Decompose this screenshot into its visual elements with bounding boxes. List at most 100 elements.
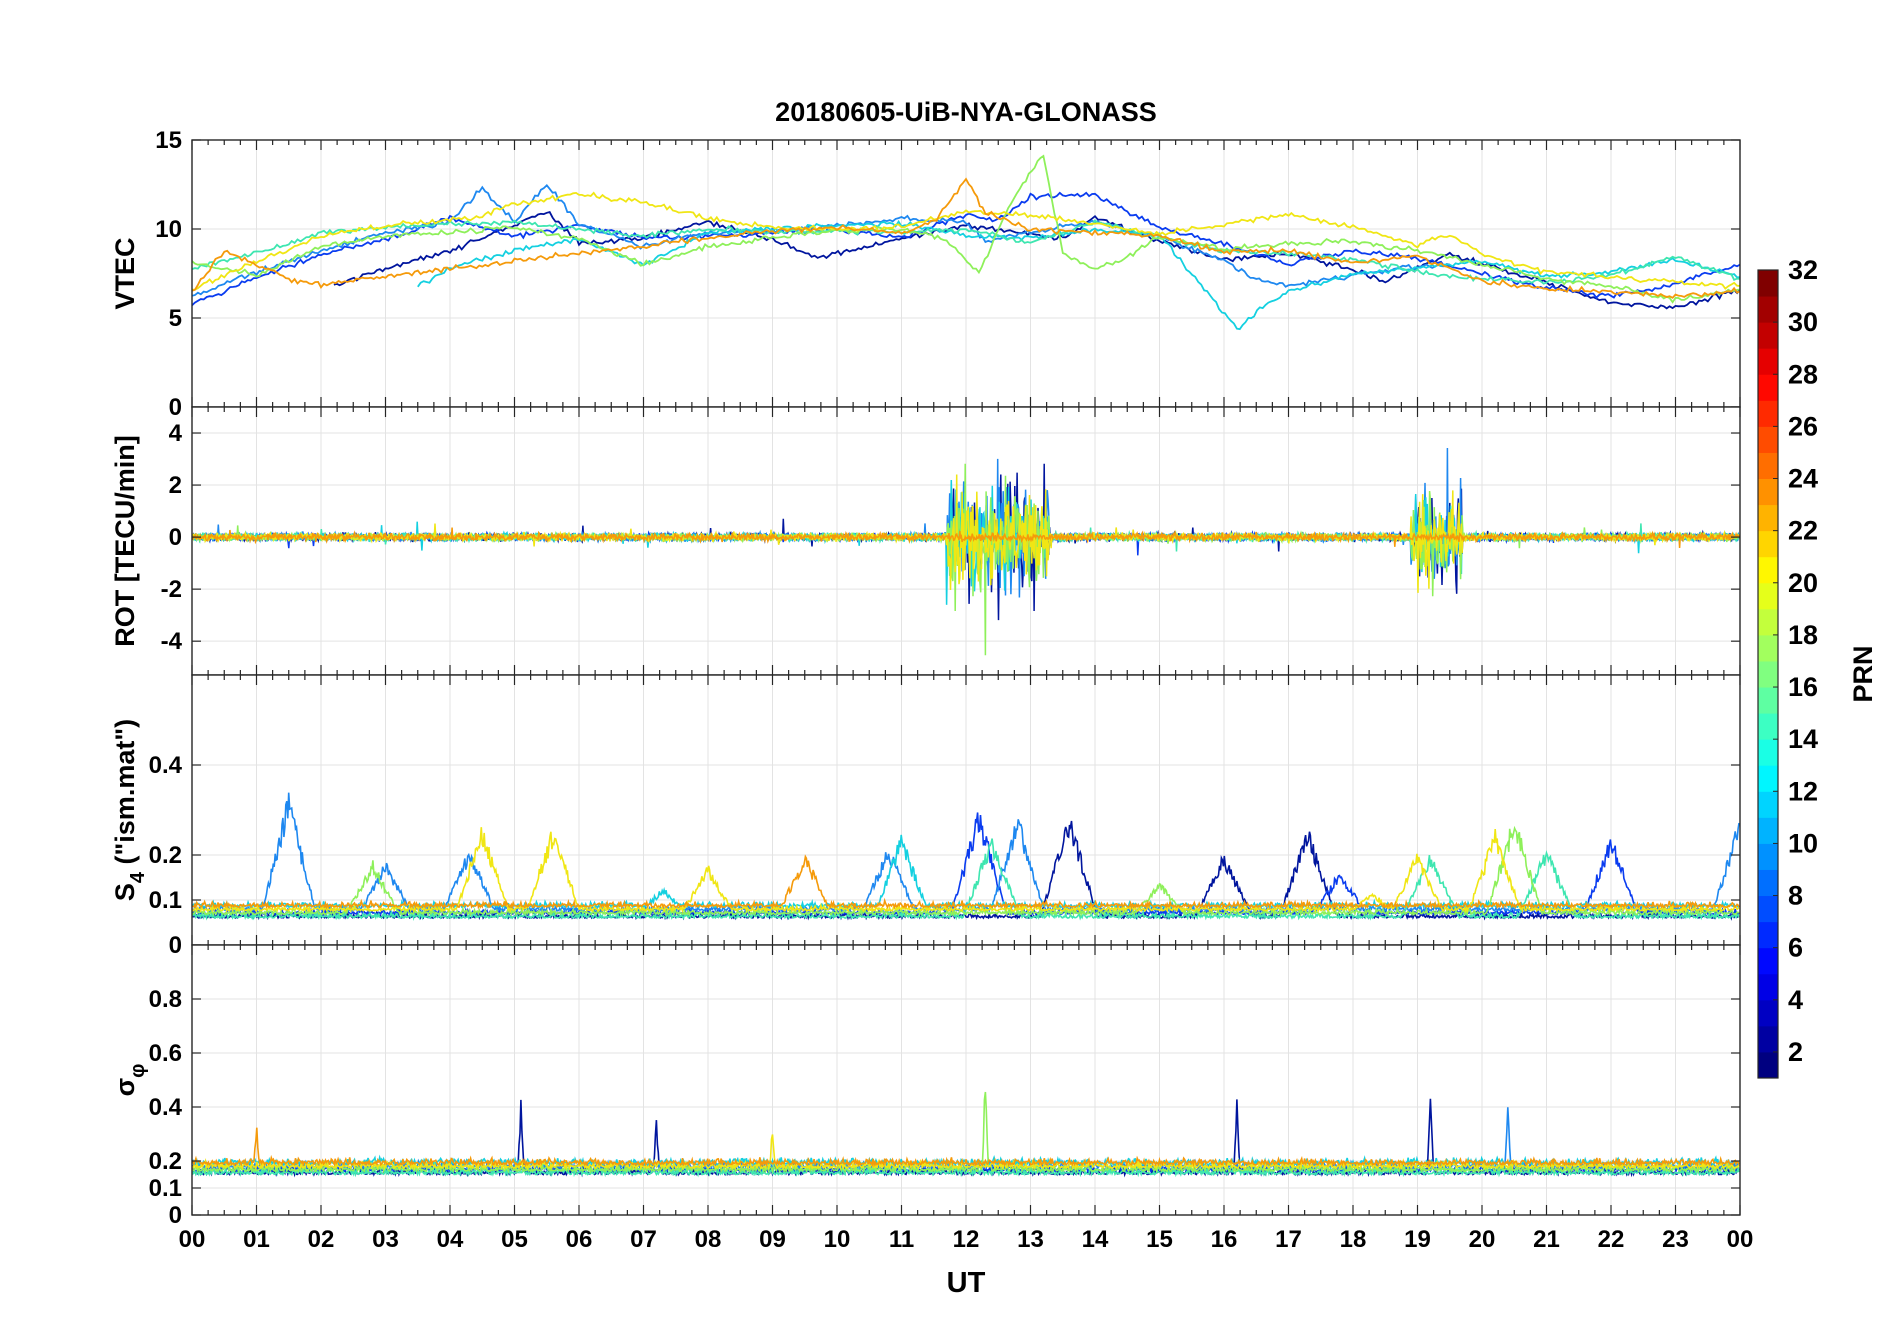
- x-tick-label: 03: [372, 1226, 399, 1253]
- s4-trace: [192, 854, 1740, 911]
- x-tick-label: 12: [953, 1226, 980, 1253]
- x-tick-label: 04: [437, 1226, 464, 1253]
- colorbar-segment: [1758, 999, 1778, 1027]
- colorbar-segment: [1758, 556, 1778, 584]
- colorbar-segment: [1758, 322, 1778, 349]
- rot-trace: [192, 474, 1740, 593]
- colorbar-segment: [1758, 374, 1778, 401]
- colorbar-tick-label: 28: [1788, 359, 1818, 389]
- colorbar-segment: [1758, 634, 1778, 662]
- series-sigma_phi: [192, 1091, 1740, 1178]
- vtec-line-prn-20: [192, 191, 1740, 291]
- y-tick-label-vtec: 5: [169, 305, 182, 332]
- x-ticks-rot: [191, 407, 1741, 675]
- series-s4: [192, 792, 1740, 921]
- colorbar-segment: [1758, 895, 1778, 923]
- y-tick-label-sigma_phi: 0.1: [149, 1175, 182, 1202]
- colorbar-segment: [1758, 843, 1778, 870]
- x-tick-labels: 00 01 02 03 04 05 06 07 08 09 10 11 12 13 14 15 16 17 18 19…: [179, 1226, 1754, 1253]
- x-tick-label: 06: [566, 1226, 593, 1253]
- colorbar-segment: [1758, 869, 1778, 897]
- colorbar-segment: [1758, 348, 1778, 375]
- colorbar-segment: [1758, 713, 1778, 740]
- x-tick-label: 19: [1404, 1226, 1431, 1253]
- panel-vtec: 0 5 10 15 VTEC: [110, 127, 1741, 421]
- x-tick-label: 07: [630, 1226, 657, 1253]
- colorbar-segment: [1758, 791, 1778, 818]
- y-axis-label-vtec: VTEC: [110, 237, 140, 309]
- x-tick-label: 08: [695, 1226, 722, 1253]
- x-ticks-s4: [191, 675, 1741, 945]
- vtec-line-prn-5: [192, 191, 1740, 307]
- y-tick-label-rot: 0: [169, 524, 182, 551]
- x-tick-label: 05: [501, 1226, 528, 1253]
- sigma_phi-trace: [192, 1134, 1740, 1172]
- colorbar-segment: [1758, 478, 1778, 506]
- x-tick-label: 16: [1211, 1226, 1238, 1253]
- colorbar-tick-label: 26: [1788, 411, 1818, 441]
- y-tick-label-sigma_phi: 0.6: [149, 1040, 182, 1067]
- x-tick-label: 00: [1727, 1226, 1754, 1253]
- y-tick-label-rot: 2: [169, 472, 182, 499]
- panel-s4: 00.10.20.4S4 ("ism.mat"): [110, 674, 1741, 959]
- x-tick-label: 09: [759, 1226, 786, 1253]
- sigma_phi-trace: [192, 1164, 1740, 1178]
- y-tick-label-vtec: 10: [155, 216, 182, 243]
- sigma_phi-trace: [192, 1127, 1740, 1168]
- colorbar-segment: [1758, 400, 1778, 427]
- colorbar-tick-label: 12: [1788, 776, 1818, 806]
- colorbar-segment: [1758, 270, 1778, 297]
- colorbar-tick-label: 14: [1788, 724, 1818, 754]
- y-tick-label-vtec: 0: [169, 394, 182, 421]
- colorbar-segment: [1758, 947, 1778, 975]
- y-axis-label-sigma_phi: σφ: [110, 1064, 149, 1097]
- colorbar-tick-label: 20: [1788, 568, 1818, 598]
- colorbar-tick-label: 22: [1788, 516, 1818, 546]
- x-tick-label: 15: [1146, 1226, 1173, 1253]
- y-tick-label-rot: -4: [161, 628, 183, 655]
- y-label-main: S: [110, 883, 140, 901]
- colorbar-tick-label: 30: [1788, 307, 1818, 337]
- y-tick-label-s4: 0.1: [149, 887, 182, 914]
- y-label-rest: ("ism.mat"): [110, 719, 140, 872]
- y-tick-label-sigma_phi: 0.8: [149, 986, 182, 1013]
- x-tick-label: 14: [1082, 1226, 1109, 1253]
- x-tick-label: 13: [1017, 1226, 1044, 1253]
- x-tick-label: 20: [1469, 1226, 1496, 1253]
- s4-trace: [192, 827, 1740, 914]
- colorbar-segment: [1758, 660, 1778, 688]
- colorbar-segment: [1758, 1051, 1778, 1079]
- colorbar-label: PRN: [1848, 645, 1878, 702]
- colorbar-segment: [1758, 608, 1778, 636]
- colorbar-segment: [1758, 973, 1778, 1001]
- colorbar-tick-label: 16: [1788, 672, 1818, 702]
- colorbar-segment: [1758, 582, 1778, 610]
- y-label-main: σ: [110, 1078, 140, 1096]
- colorbar-segment: [1758, 296, 1778, 323]
- colorbar-tick-label: 8: [1788, 881, 1803, 911]
- colorbar-segment: [1758, 765, 1778, 792]
- y-tick-label-rot: 4: [169, 420, 183, 447]
- colorbar-segment: [1758, 921, 1778, 949]
- colorbar-tick-label: 4: [1788, 985, 1803, 1015]
- colorbar-tick-label: 32: [1788, 255, 1818, 285]
- x-tick-label: 11: [889, 1226, 914, 1253]
- colorbar-segment: [1758, 1025, 1778, 1053]
- colorbar-segment: [1758, 687, 1778, 714]
- colorbar-segment: [1758, 452, 1778, 480]
- vtec-line-prn-17: [192, 154, 1740, 304]
- y-tick-label-s4: 0: [169, 932, 182, 959]
- x-ticks-sigma_phi: [191, 945, 1741, 1215]
- x-tick-label: 00: [179, 1226, 206, 1253]
- sigma_phi-trace: [192, 1091, 1740, 1175]
- y-tick-label-sigma_phi: 0: [169, 1202, 182, 1229]
- x-tick-label: 17: [1275, 1226, 1302, 1253]
- vtec-line-prn-22: [192, 177, 1740, 299]
- colorbar-segment: [1758, 530, 1778, 558]
- panel-rot: -4 -2 0 2 4 ROT [TECU/min]: [110, 406, 1741, 676]
- x-tick-label: 02: [308, 1226, 335, 1253]
- chart-title: 20180605-UiB-NYA-GLONASS: [775, 97, 1157, 127]
